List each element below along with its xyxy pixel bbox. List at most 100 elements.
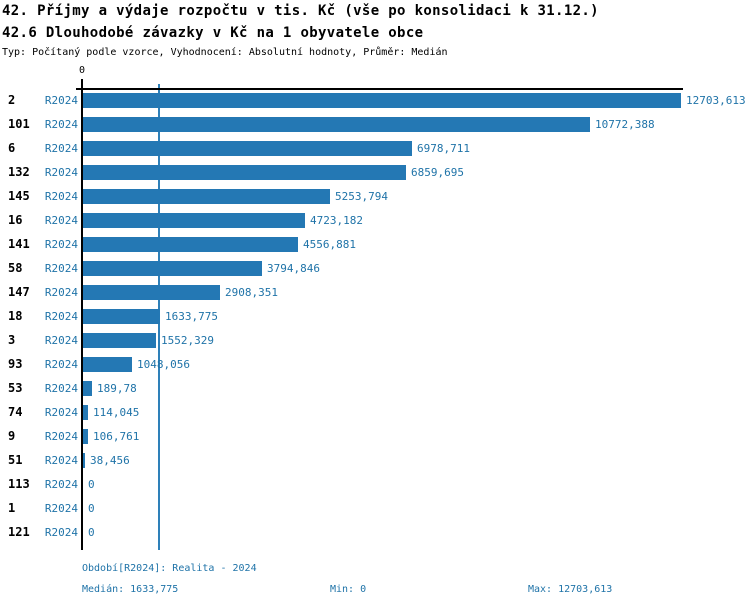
- axis-left-line: [81, 88, 83, 550]
- chart-row: 18 R2024 1633,775: [0, 309, 750, 333]
- row-period-label: R2024: [44, 286, 78, 299]
- row-bar: [83, 357, 132, 372]
- chart-row: 132 R2024 6859,695: [0, 165, 750, 189]
- row-value-label: 3794,846: [267, 262, 320, 275]
- row-period-label: R2024: [44, 502, 78, 515]
- row-period-label: R2024: [44, 310, 78, 323]
- report-subtitle: 42.6 Dlouhodobé závazky v Kč na 1 obyvat…: [2, 25, 424, 41]
- row-bar: [83, 453, 85, 468]
- row-value-label: 1633,775: [165, 310, 218, 323]
- chart-row: 1 R2024 0: [0, 501, 750, 525]
- row-bar: [83, 237, 298, 252]
- chart-row: 145 R2024 5253,794: [0, 189, 750, 213]
- row-bar: [83, 429, 88, 444]
- row-period-label: R2024: [44, 190, 78, 203]
- row-category-label: 16: [8, 213, 23, 227]
- row-period-label: R2024: [44, 334, 78, 347]
- row-category-label: 101: [8, 117, 30, 131]
- row-category-label: 93: [8, 357, 23, 371]
- footer-max-label: Max: 12703,613: [528, 584, 613, 595]
- row-value-label: 38,456: [90, 454, 130, 467]
- row-period-label: R2024: [44, 262, 78, 275]
- chart-row: 141 R2024 4556,881: [0, 237, 750, 261]
- chart-row: 58 R2024 3794,846: [0, 261, 750, 285]
- chart-row: 121 R2024 0: [0, 525, 750, 549]
- row-bar: [83, 165, 406, 180]
- row-category-label: 3: [8, 333, 16, 347]
- row-bar: [83, 213, 305, 228]
- chart-row: 147 R2024 2908,351: [0, 285, 750, 309]
- chart-row: 51 R2024 38,456: [0, 453, 750, 477]
- row-value-label: 189,78: [97, 382, 137, 395]
- row-value-label: 5253,794: [335, 190, 388, 203]
- row-value-label: 10772,388: [595, 118, 655, 131]
- chart-row: 74 R2024 114,045: [0, 405, 750, 429]
- row-category-label: 2: [8, 93, 16, 107]
- row-category-label: 132: [8, 165, 30, 179]
- axis-top-line: [76, 88, 683, 90]
- row-period-label: R2024: [44, 118, 78, 131]
- row-value-label: 1048,056: [137, 358, 190, 371]
- axis-zero-tick: [81, 79, 83, 88]
- chart-row: 2 R2024 12703,613: [0, 93, 750, 117]
- row-category-label: 121: [8, 525, 30, 539]
- row-period-label: R2024: [44, 166, 78, 179]
- row-period-label: R2024: [44, 94, 78, 107]
- row-period-label: R2024: [44, 406, 78, 419]
- footer-median-label: Medián: 1633,775: [82, 584, 179, 595]
- row-category-label: 9: [8, 429, 16, 443]
- row-bar: [83, 381, 92, 396]
- row-period-label: R2024: [44, 358, 78, 371]
- row-value-label: 4723,182: [310, 214, 363, 227]
- row-value-label: 106,761: [93, 430, 140, 443]
- row-category-label: 1: [8, 501, 16, 515]
- row-period-label: R2024: [44, 382, 78, 395]
- row-category-label: 6: [8, 141, 16, 155]
- report-title: 42. Příjmy a výdaje rozpočtu v tis. Kč (…: [2, 3, 599, 19]
- row-category-label: 74: [8, 405, 23, 419]
- row-period-label: R2024: [44, 454, 78, 467]
- chart-row: 113 R2024 0: [0, 477, 750, 501]
- row-category-label: 53: [8, 381, 23, 395]
- row-value-label: 4556,881: [303, 238, 356, 251]
- report-meta-line: Typ: Počítaný podle vzorce, Vyhodnocení:…: [2, 47, 448, 58]
- row-category-label: 58: [8, 261, 23, 275]
- row-bar: [83, 405, 88, 420]
- row-period-label: R2024: [44, 526, 78, 539]
- row-bar: [83, 333, 156, 348]
- chart-row: 101 R2024 10772,388: [0, 117, 750, 141]
- row-value-label: 114,045: [93, 406, 140, 419]
- row-period-label: R2024: [44, 214, 78, 227]
- row-period-label: R2024: [44, 238, 78, 251]
- row-category-label: 147: [8, 285, 30, 299]
- row-period-label: R2024: [44, 478, 78, 491]
- row-value-label: 1552,329: [161, 334, 214, 347]
- row-bar: [83, 141, 412, 156]
- row-category-label: 18: [8, 309, 23, 323]
- footer-min-label: Min: 0: [330, 584, 367, 595]
- row-value-label: 6978,711: [417, 142, 470, 155]
- row-value-label: 0: [88, 478, 95, 491]
- row-bar: [83, 261, 262, 276]
- axis-zero-label: 0: [78, 65, 86, 76]
- row-bar: [83, 309, 160, 324]
- chart-row: 9 R2024 106,761: [0, 429, 750, 453]
- row-category-label: 113: [8, 477, 30, 491]
- row-value-label: 2908,351: [225, 286, 278, 299]
- chart-row: 6 R2024 6978,711: [0, 141, 750, 165]
- row-value-label: 12703,613: [686, 94, 746, 107]
- row-category-label: 145: [8, 189, 30, 203]
- row-bar: [83, 285, 220, 300]
- footer-period-label: Období[R2024]: Realita - 2024: [82, 563, 257, 574]
- chart-row: 93 R2024 1048,056: [0, 357, 750, 381]
- row-period-label: R2024: [44, 142, 78, 155]
- row-bar: [83, 189, 330, 204]
- row-category-label: 141: [8, 237, 30, 251]
- row-value-label: 0: [88, 502, 95, 515]
- chart-row: 53 R2024 189,78: [0, 381, 750, 405]
- row-category-label: 51: [8, 453, 23, 467]
- chart-row: 16 R2024 4723,182: [0, 213, 750, 237]
- row-value-label: 0: [88, 526, 95, 539]
- row-bar: [83, 117, 590, 132]
